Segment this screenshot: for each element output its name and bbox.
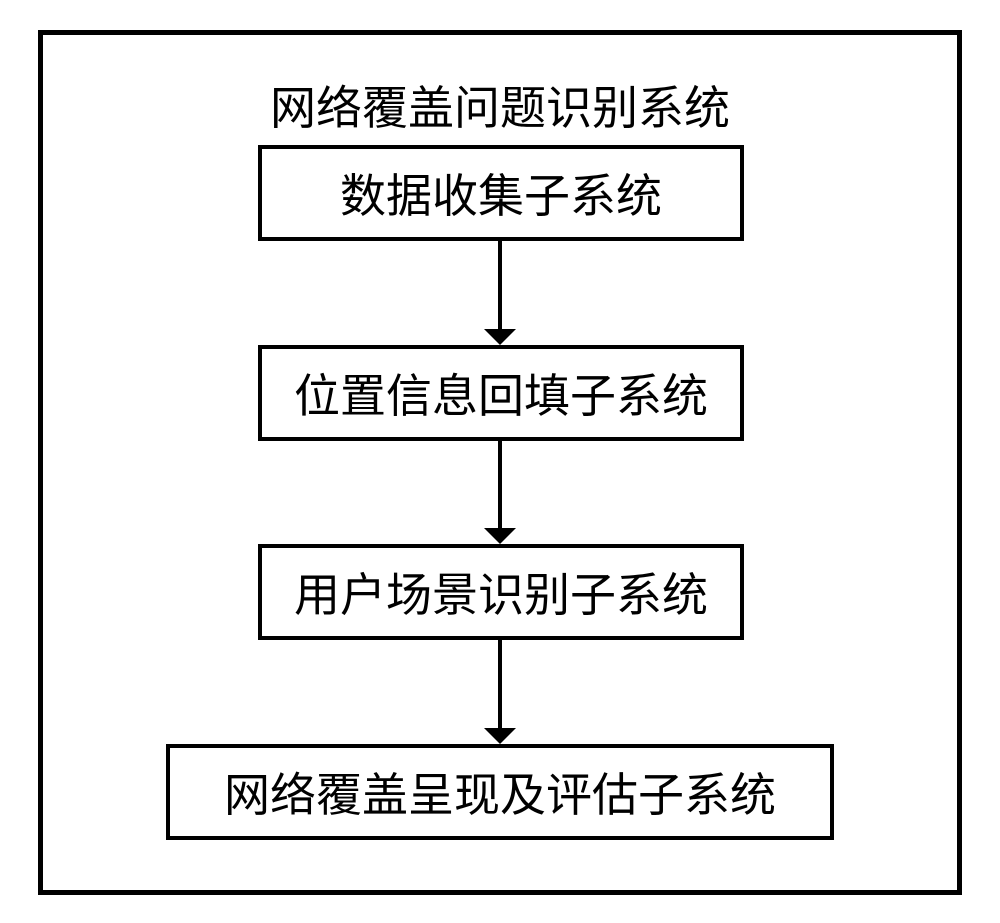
arrow-down-icon [484, 728, 516, 744]
arrow-down-icon [484, 528, 516, 544]
edge-line [498, 241, 502, 329]
node-label: 数据收集子系统 [340, 160, 662, 226]
node-user-scene: 用户场景识别子系统 [258, 544, 744, 640]
node-label: 网络覆盖呈现及评估子系统 [224, 759, 776, 825]
edge-line [498, 640, 502, 728]
diagram-title: 网络覆盖问题识别系统 [245, 72, 755, 138]
node-coverage-eval: 网络覆盖呈现及评估子系统 [166, 744, 834, 840]
node-data-collection: 数据收集子系统 [258, 145, 744, 241]
diagram-canvas: 网络覆盖问题识别系统 数据收集子系统 位置信息回填子系统 用户场景识别子系统 网… [0, 0, 1000, 923]
arrow-down-icon [484, 329, 516, 345]
node-location-backfill: 位置信息回填子系统 [258, 345, 744, 441]
node-label: 用户场景识别子系统 [294, 559, 708, 625]
node-label: 位置信息回填子系统 [294, 360, 708, 426]
edge-line [498, 441, 502, 528]
